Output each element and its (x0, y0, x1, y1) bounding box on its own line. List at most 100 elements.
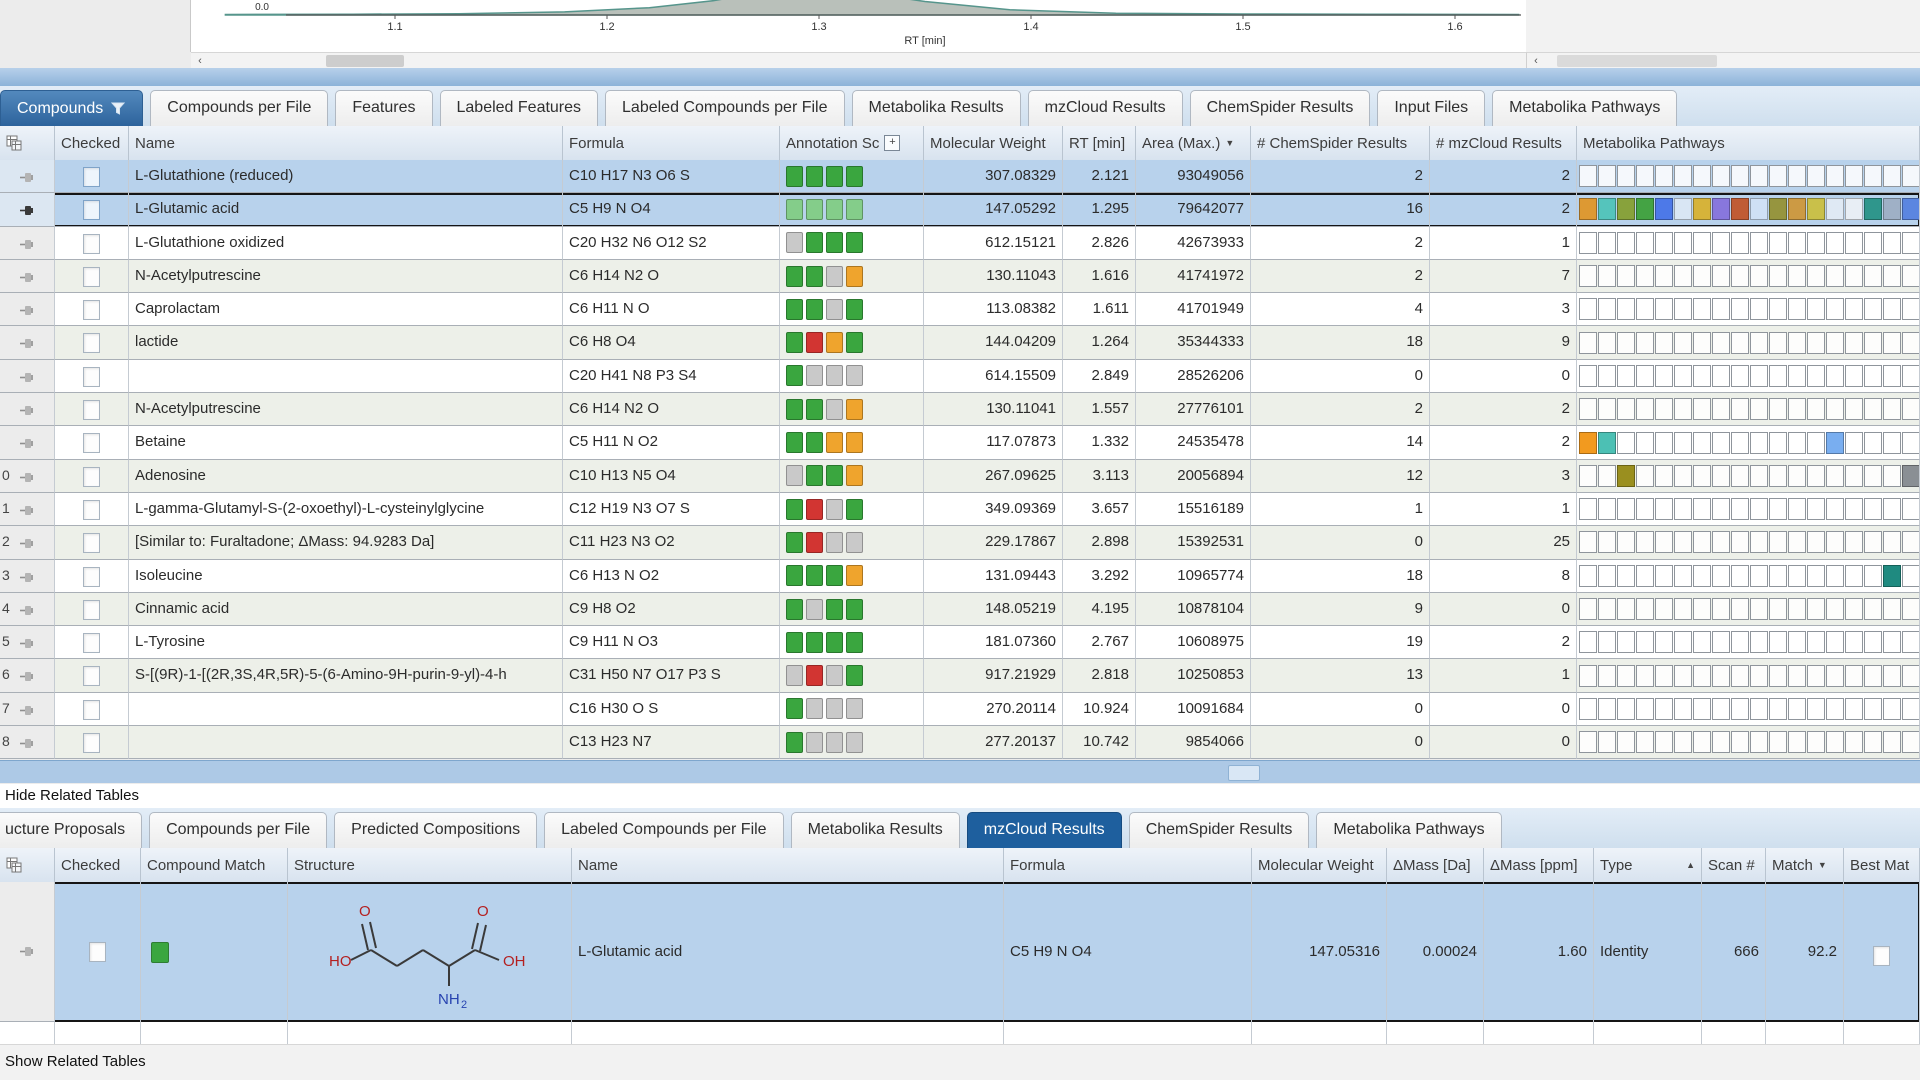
pathway-cell[interactable] (1712, 398, 1730, 420)
pathway-cell[interactable] (1712, 498, 1730, 520)
related-column-header-name[interactable]: Name (572, 848, 1004, 882)
pathway-cell[interactable] (1655, 531, 1673, 553)
related-tab-metabolika-results[interactable]: Metabolika Results (791, 812, 960, 848)
pathway-cell[interactable] (1864, 598, 1882, 620)
pathway-cell[interactable] (1579, 531, 1597, 553)
pathway-cell[interactable] (1902, 265, 1920, 287)
pathway-cell[interactable] (1655, 332, 1673, 354)
pathway-cell[interactable] (1636, 531, 1654, 553)
pathway-cell[interactable] (1674, 165, 1692, 187)
pathway-cell[interactable] (1864, 232, 1882, 254)
pathway-cell[interactable] (1598, 265, 1616, 287)
pathway-cell[interactable] (1883, 598, 1901, 620)
pathway-cell[interactable] (1579, 232, 1597, 254)
pathway-cell[interactable] (1617, 498, 1635, 520)
pathway-cell[interactable] (1655, 498, 1673, 520)
pin-icon[interactable] (20, 671, 36, 682)
checkbox[interactable] (83, 600, 100, 620)
pathway-cell[interactable] (1807, 631, 1825, 653)
pathway-cell[interactable] (1902, 565, 1920, 587)
pathway-cell[interactable] (1864, 698, 1882, 720)
pathway-cell[interactable] (1579, 598, 1597, 620)
pathway-cell[interactable] (1864, 332, 1882, 354)
pathway-cell[interactable] (1883, 232, 1901, 254)
pathway-cell[interactable] (1902, 365, 1920, 387)
tab-compounds-per-file[interactable]: Compounds per File (150, 90, 328, 126)
pathway-cell[interactable] (1788, 265, 1806, 287)
pathway-cell[interactable] (1807, 432, 1825, 454)
pathway-cell[interactable] (1826, 398, 1844, 420)
checkbox[interactable] (1873, 946, 1890, 966)
pathway-cell[interactable] (1731, 465, 1749, 487)
pathway-cell[interactable] (1807, 232, 1825, 254)
pathway-cell[interactable] (1655, 465, 1673, 487)
pathway-cell[interactable] (1693, 265, 1711, 287)
pathway-cell[interactable] (1579, 165, 1597, 187)
scroll-left-arrow-icon[interactable]: ‹ (193, 54, 207, 68)
pathway-cell[interactable] (1598, 465, 1616, 487)
pathway-cell[interactable] (1598, 365, 1616, 387)
pathway-cell[interactable] (1731, 565, 1749, 587)
pathway-cell[interactable] (1864, 432, 1882, 454)
pathway-cell[interactable] (1845, 665, 1863, 687)
pin-icon[interactable] (20, 538, 36, 549)
pathway-cell[interactable] (1655, 398, 1673, 420)
column-header--mzcloud-results[interactable]: # mzCloud Results (1430, 126, 1577, 160)
secondary-scroll-thumb[interactable] (1557, 55, 1717, 67)
pathway-cell[interactable] (1712, 165, 1730, 187)
checkbox[interactable] (89, 942, 106, 962)
pathway-cell[interactable] (1902, 598, 1920, 620)
pathway-cell[interactable] (1674, 398, 1692, 420)
pathway-cell[interactable] (1636, 298, 1654, 320)
checkbox[interactable] (83, 367, 100, 387)
pathway-cell[interactable] (1731, 298, 1749, 320)
pathway-cell[interactable] (1883, 631, 1901, 653)
pathway-cell[interactable] (1807, 165, 1825, 187)
checkbox[interactable] (83, 467, 100, 487)
pathway-cell[interactable] (1750, 565, 1768, 587)
compound-row[interactable]: 7C16 H30 O S270.2011410.9241009168400 (0, 693, 1920, 726)
pathway-cell[interactable] (1712, 465, 1730, 487)
pathway-cell[interactable] (1750, 531, 1768, 553)
pathway-cell[interactable] (1788, 398, 1806, 420)
pathway-cell[interactable] (1769, 498, 1787, 520)
pathway-cell[interactable] (1731, 232, 1749, 254)
pathway-cell[interactable] (1579, 465, 1597, 487)
pathway-cell[interactable] (1617, 565, 1635, 587)
pathway-cell[interactable] (1712, 565, 1730, 587)
pathway-cell[interactable] (1636, 698, 1654, 720)
pathway-cell[interactable] (1693, 565, 1711, 587)
checkbox[interactable] (83, 700, 100, 720)
pathway-cell[interactable] (1617, 432, 1635, 454)
pathway-cell[interactable] (1617, 198, 1635, 220)
pathway-cell[interactable] (1617, 165, 1635, 187)
pathway-cell[interactable] (1731, 165, 1749, 187)
pathway-cell[interactable] (1845, 631, 1863, 653)
pathway-cell[interactable] (1636, 665, 1654, 687)
pathway-cell[interactable] (1617, 298, 1635, 320)
tab-compounds[interactable]: Compounds (0, 90, 143, 126)
pathway-cell[interactable] (1731, 498, 1749, 520)
pathway-cell[interactable] (1845, 698, 1863, 720)
pathway-cell[interactable] (1598, 165, 1616, 187)
column-header-rt-min-[interactable]: RT [min] (1063, 126, 1136, 160)
tab-features[interactable]: Features (335, 90, 432, 126)
pathway-cell[interactable] (1769, 665, 1787, 687)
pathway-cell[interactable] (1788, 565, 1806, 587)
pathway-cell[interactable] (1864, 565, 1882, 587)
pathway-cell[interactable] (1769, 265, 1787, 287)
pathway-cell[interactable] (1674, 731, 1692, 753)
compound-row[interactable]: L-Glutathione (reduced)C10 H17 N3 O6 S30… (0, 160, 1920, 193)
pathway-cell[interactable] (1579, 665, 1597, 687)
compound-row[interactable]: N-AcetylputrescineC6 H14 N2 O130.110411.… (0, 393, 1920, 426)
pathway-cell[interactable] (1902, 165, 1920, 187)
pathway-cell[interactable] (1693, 365, 1711, 387)
pathway-cell[interactable] (1769, 432, 1787, 454)
pathway-cell[interactable] (1807, 332, 1825, 354)
pathway-cell[interactable] (1769, 731, 1787, 753)
column-header-area-max-[interactable]: Area (Max.)▼ (1136, 126, 1251, 160)
related-column-header-scan-[interactable]: Scan # (1702, 848, 1766, 882)
pathway-cell[interactable] (1788, 332, 1806, 354)
pathway-cell[interactable] (1826, 265, 1844, 287)
pathway-cell[interactable] (1845, 232, 1863, 254)
